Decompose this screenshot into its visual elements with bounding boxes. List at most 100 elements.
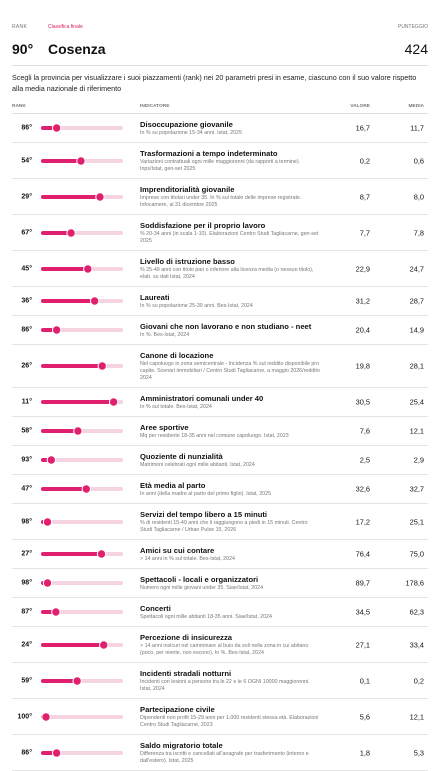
bar-knob (51, 607, 61, 617)
row: 98° Spettacoli - locali e organizzatori Nu… (12, 569, 428, 598)
province[interactable]: Cosenza (48, 41, 106, 57)
indicator-note: Spettacoli ogni mille abitanti 18-35 ann… (140, 613, 272, 620)
indicator-note: > 14 anni in % sul totale. Bes-Istat, 20… (140, 555, 235, 562)
score-label: PUNTEGGIO (397, 24, 428, 30)
indicator-note: In %. Bes-Istat, 2024 (140, 331, 190, 338)
bar-track (41, 714, 123, 719)
indicator-note: % 25-49 anni con titolo pari o inferiore… (140, 266, 314, 280)
indicator-note: In % su popolazione 25-39 anni. Bes-Ista… (140, 302, 253, 309)
indicator-note: Numero ogni mille giovani under 35. Siae… (140, 584, 264, 591)
col-indicator: INDICATORE (140, 104, 170, 109)
media: 0,2 (413, 676, 424, 685)
bar-fill (41, 552, 103, 556)
media: 12,1 (409, 426, 424, 436)
indicator-note: Imprese con titolari under 35. In % sul … (140, 194, 302, 208)
rank: 86° (21, 124, 32, 132)
bar-knob (89, 296, 100, 306)
bar-fill (41, 158, 82, 163)
value: 30,5 (355, 397, 370, 407)
row: 86° Giovani che non lavorano e non studia… (12, 316, 428, 345)
bar-fill (41, 400, 115, 404)
indicator-title: Concerti (140, 603, 171, 613)
row: 98° Servizi del tempo libero a 15 minuti%… (12, 504, 428, 540)
rank-bar (41, 747, 123, 758)
indicator-title: Amministratori comunali under 40 (140, 393, 264, 403)
rank: 59° (21, 677, 32, 684)
indicator-title: Giovani che non lavorano e non studiano … (140, 321, 312, 331)
rank-bar (41, 397, 123, 407)
bar-knob (95, 191, 105, 202)
value: 2,5 (359, 455, 370, 465)
bar-track (41, 126, 123, 130)
indicator-title: Canone di locazione (140, 350, 214, 360)
row: 54° Trasformazioni a tempo indeterminato V… (12, 143, 428, 179)
indicator-note: Matrimoni celebrati ogni mille abitanti.… (140, 461, 255, 468)
overall-rank: 90° (12, 41, 34, 57)
indicator-note: % di residenti 15-49 anni che li raggiun… (140, 519, 308, 533)
row: 100° Partecipazione civile Dipendenti non … (12, 699, 428, 735)
bar-knob (97, 361, 107, 371)
rank-bar (41, 516, 123, 527)
value: 76,4 (355, 549, 370, 559)
rank-bar (41, 263, 123, 274)
rank: 98° (21, 579, 32, 587)
row: 24° Percezione di insicurezza > 14 anni in… (12, 627, 428, 663)
bar-knob (99, 639, 109, 650)
indicator-title: Laureati (140, 292, 170, 302)
rank: 54° (21, 157, 32, 164)
indicator-title: Quoziente di nunzialità (140, 451, 223, 461)
col-rank: RANK (12, 104, 26, 109)
bar-fill (41, 266, 89, 271)
column-headers: RANK INDICATORE VALORE MEDIA (12, 100, 428, 114)
value: 0,2 (359, 156, 370, 165)
bar-knob (83, 263, 93, 274)
rank-bar (41, 191, 123, 202)
rank-bar (41, 455, 123, 465)
media: 28,7 (409, 296, 424, 306)
bar-knob (51, 325, 62, 335)
row: 36° Laureati In % su popolazione 25-39 ann… (12, 287, 428, 316)
indicator-note: Mq per residente 18-35 anni nel comune c… (140, 432, 289, 439)
rank-bar (41, 484, 123, 494)
bar-track (41, 328, 123, 332)
indicator-title: Età media al parto (140, 480, 206, 490)
rank: 11° (21, 398, 32, 406)
value: 0,1 (359, 676, 370, 685)
rank: 26° (21, 362, 32, 370)
bar-fill (41, 642, 105, 647)
bar-fill (41, 487, 88, 491)
value: 16,7 (355, 123, 370, 133)
bar-knob (108, 397, 119, 407)
row: 86° Disoccupazione giovanile In % su popol… (12, 114, 428, 143)
rank: 87° (21, 608, 32, 616)
media: 14,9 (409, 325, 424, 335)
bar-fill (41, 429, 79, 433)
indicator-note: % 20-34 anni (in scala 1-10). Elaborazio… (140, 230, 319, 244)
rank-bar (41, 227, 123, 238)
tab[interactable]: Classifica finale (48, 24, 83, 30)
value: 17,2 (355, 517, 370, 526)
indicator-title: Partecipazione civile (140, 704, 215, 714)
rank: 27° (21, 550, 32, 558)
rank-bar (41, 711, 123, 722)
rank-bar (41, 578, 123, 588)
value: 34,5 (355, 607, 370, 617)
bar-knob (66, 227, 76, 238)
bar-knob (73, 426, 83, 436)
rank: 86° (21, 749, 32, 756)
bar-knob (81, 484, 91, 494)
bar-fill (41, 364, 104, 368)
bar-knob (76, 155, 86, 166)
bar-knob (96, 549, 107, 559)
value: 7,7 (359, 228, 370, 237)
table: 86° Disoccupazione giovanile In % su popol… (12, 114, 428, 771)
indicator-note: Variazioni contrattuali ogni mille maggi… (140, 158, 301, 172)
rank-label: RANK (12, 24, 28, 30)
rank: 45° (21, 265, 32, 272)
indicator-title: Soddisfazione per il proprio lavoro (140, 220, 266, 230)
col-media: MEDIA (408, 104, 424, 109)
indicator-note: In anni (della madre al parto del primo … (140, 490, 272, 497)
bar-track (41, 750, 123, 755)
bar-track (41, 519, 123, 524)
col-value: VALORE (350, 104, 370, 109)
